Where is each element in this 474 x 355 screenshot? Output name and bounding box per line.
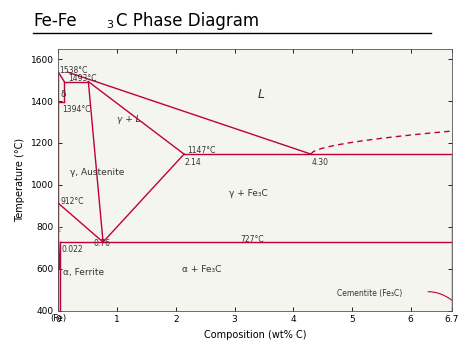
Text: α, Ferrite: α, Ferrite	[63, 268, 104, 277]
Text: 0.022: 0.022	[61, 245, 83, 254]
Text: 912°C: 912°C	[61, 197, 84, 206]
Text: γ + L: γ + L	[117, 115, 141, 125]
Text: (Fe): (Fe)	[50, 314, 66, 323]
Text: 1394°C: 1394°C	[62, 105, 91, 114]
Text: 1147°C: 1147°C	[188, 147, 216, 155]
Text: 1493°C: 1493°C	[68, 74, 97, 83]
Text: Cementite (Fe₃C): Cementite (Fe₃C)	[337, 289, 402, 298]
Text: γ + Fe₃C: γ + Fe₃C	[228, 189, 267, 198]
X-axis label: Composition (wt% C): Composition (wt% C)	[204, 330, 306, 340]
Text: 3: 3	[107, 20, 114, 29]
Text: 4.30: 4.30	[312, 158, 329, 168]
Text: C Phase Diagram: C Phase Diagram	[116, 12, 259, 31]
Text: Fe-Fe: Fe-Fe	[33, 12, 77, 31]
Y-axis label: Temperature (°C): Temperature (°C)	[15, 138, 25, 222]
Text: 0.76: 0.76	[94, 240, 110, 248]
Text: 1538°C: 1538°C	[60, 66, 88, 75]
Text: δ: δ	[60, 90, 66, 99]
Text: L: L	[258, 88, 265, 101]
Text: α + Fe₃C: α + Fe₃C	[182, 264, 221, 274]
Text: 2.14: 2.14	[184, 158, 201, 168]
Text: γ, Austenite: γ, Austenite	[70, 168, 125, 177]
Text: 727°C: 727°C	[240, 235, 264, 245]
